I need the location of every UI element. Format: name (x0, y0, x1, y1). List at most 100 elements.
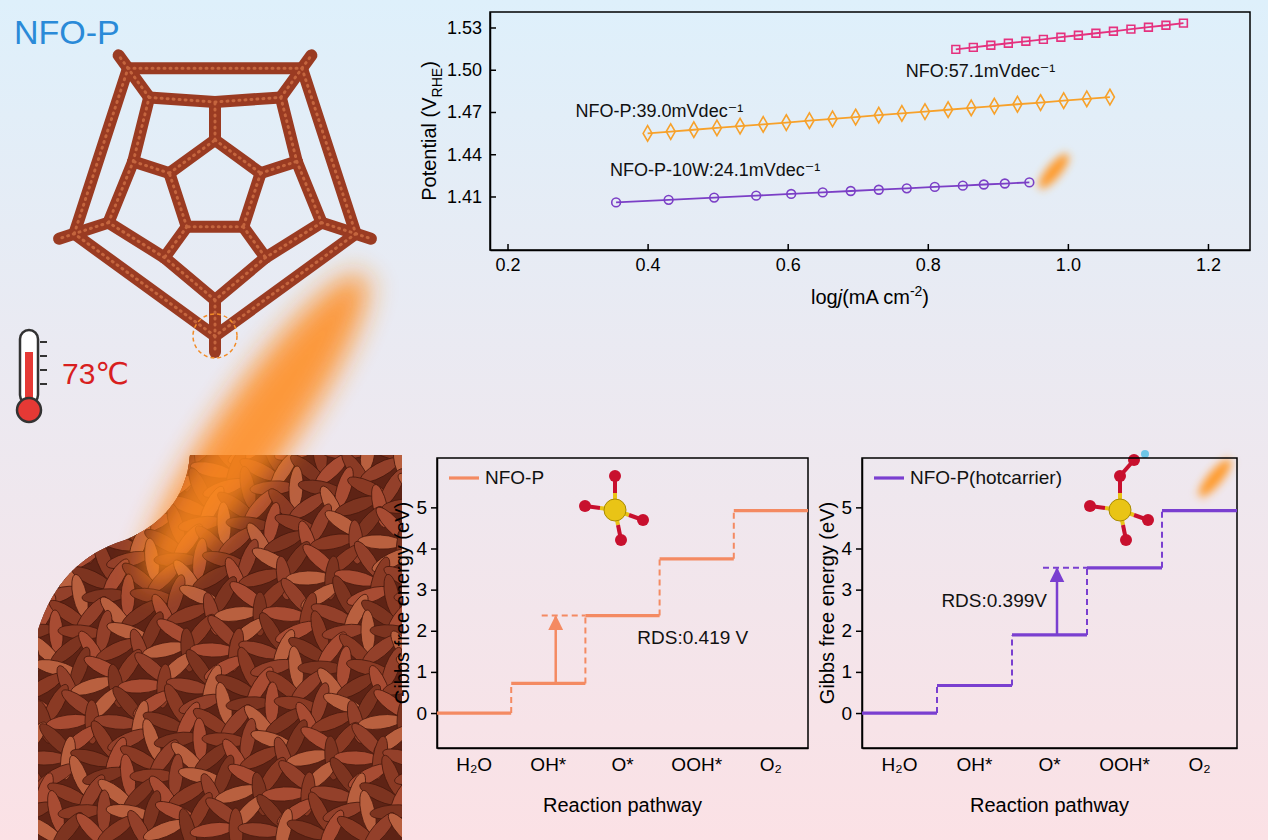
strut (281, 97, 297, 161)
marker (710, 193, 719, 202)
y-tick-label: 1.50 (447, 60, 482, 80)
oxygen-atom (637, 514, 649, 526)
x-tick: OH* (957, 748, 994, 775)
background (0, 0, 1268, 840)
oxygen-atom (1084, 500, 1096, 512)
petal (410, 556, 446, 601)
rds-guide (542, 615, 586, 617)
y-tick: 2 (416, 620, 437, 641)
marker (828, 111, 837, 127)
level-connector (1086, 568, 1088, 635)
marker (897, 106, 906, 122)
x-tick: OOH* (671, 748, 722, 775)
hydrogen-atom (1141, 450, 1149, 458)
metal-atom (604, 499, 626, 521)
marker (944, 102, 953, 118)
strut (119, 55, 128, 68)
strut-texture (164, 258, 215, 300)
petal (57, 440, 103, 464)
y-tick: 0 (841, 703, 862, 724)
label-part: ) (922, 286, 929, 308)
thermometer-scale (40, 383, 47, 385)
strut-texture (128, 68, 149, 97)
thermometer-scale (40, 341, 47, 343)
oxygen-atom (1120, 534, 1132, 546)
y-tick: 1.41 (447, 187, 496, 207)
x-tick-label: O₂ (1188, 754, 1210, 775)
x-tick: O* (611, 748, 634, 775)
x-axis-line (491, 250, 1251, 252)
level-connector (1011, 635, 1013, 686)
x-tick-label: H₂O (456, 754, 492, 775)
strut (164, 227, 186, 258)
figure: NFO-P73℃0.20.40.60.81.01.21.411.441.471.… (0, 0, 1268, 840)
petal (134, 430, 171, 474)
marker (1036, 95, 1045, 111)
legend-label: NFO-P(hotcarrier) (910, 467, 1062, 488)
temperature: 73℃ (62, 357, 129, 390)
level-connector (1161, 511, 1163, 568)
x-tick-mark (928, 244, 930, 250)
y-tick-mark (856, 548, 862, 550)
tafel-chart: 0.20.40.60.81.01.21.411.441.471.501.53lo… (418, 12, 1251, 308)
thermometer-bulb (17, 398, 41, 422)
strut-texture (356, 234, 371, 239)
y-tick-mark (856, 672, 862, 674)
strut (133, 161, 169, 173)
petal (10, 506, 55, 541)
x-tick-mark (507, 244, 509, 250)
strut-texture (322, 223, 356, 234)
strut-texture (302, 55, 311, 68)
structure-inset (1084, 450, 1154, 546)
marker (643, 126, 652, 142)
petal (93, 457, 139, 483)
marker (1039, 35, 1047, 43)
y-axis-title: Gibbs free energy (eV) (391, 502, 413, 704)
petal (133, 466, 172, 509)
marker (689, 122, 698, 138)
strut-texture (215, 234, 356, 336)
strut (169, 140, 215, 173)
marker (1057, 33, 1065, 41)
petal (189, 820, 235, 840)
x-tick-mark (1208, 244, 1210, 250)
marker (851, 109, 860, 125)
legend: NFO-P(hotcarrier) (874, 467, 1062, 488)
strut (261, 161, 297, 173)
strut-texture (74, 223, 108, 234)
petal (10, 445, 54, 459)
metal-atom (1109, 499, 1131, 521)
y-tick-label: 1 (416, 661, 427, 682)
plot-frame (437, 458, 808, 748)
y-tick-label: 5 (416, 497, 427, 518)
petal (22, 751, 66, 766)
petal (405, 712, 450, 731)
petal (405, 458, 451, 483)
strut (266, 223, 322, 258)
y-tick: 1.53 (447, 18, 496, 38)
y-axis-line (437, 459, 439, 749)
marker (1180, 19, 1188, 27)
energy-level (862, 711, 937, 714)
petal (46, 534, 90, 550)
petal (401, 429, 430, 475)
petal (82, 505, 126, 543)
marker (1145, 23, 1153, 31)
y-axis-title: Gibbs free energy (eV) (816, 502, 838, 704)
marker (952, 45, 960, 53)
y-tick-mark (431, 631, 437, 633)
energy-level (660, 557, 734, 560)
strut-texture (261, 161, 297, 173)
strut-texture (149, 97, 215, 102)
marker (1105, 89, 1114, 105)
strut (128, 62, 302, 74)
y-tick: 0 (416, 703, 437, 724)
y-tick: 1 (841, 661, 862, 682)
petal (45, 453, 90, 487)
glow (1194, 455, 1236, 501)
x-tick: 0.6 (776, 244, 801, 275)
marker (846, 187, 855, 196)
strut (133, 97, 149, 161)
x-tick-label: OH* (530, 754, 567, 775)
y-tick-label: 4 (841, 538, 852, 559)
